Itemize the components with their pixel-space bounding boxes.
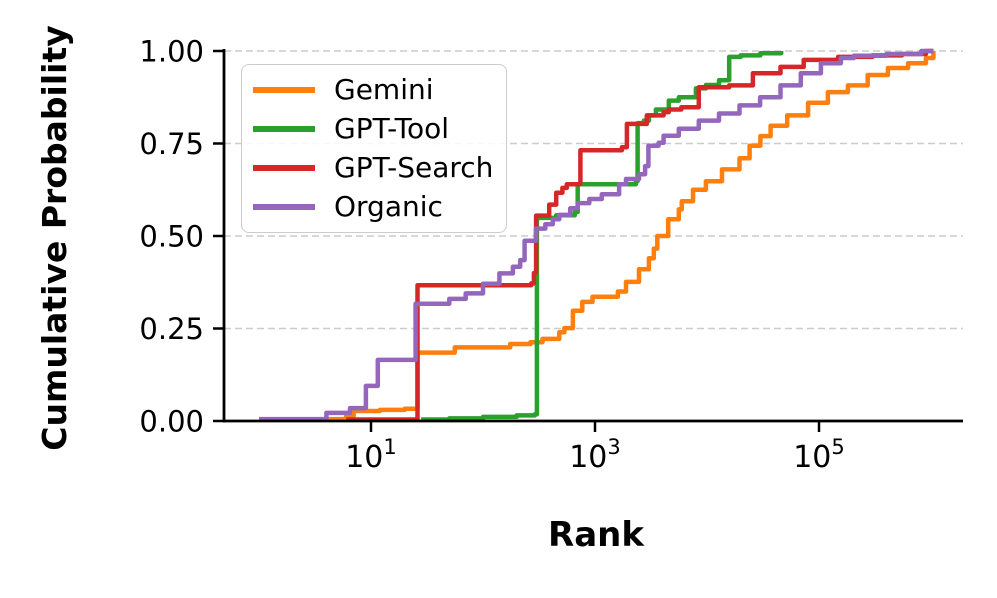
legend-item-gpt-search: GPT-Search — [253, 150, 506, 184]
legend-box: Gemini GPT-Tool GPT-Search Organic — [241, 64, 507, 233]
legend-line-swatch — [253, 203, 315, 210]
legend-item-gpt-tool: GPT-Tool — [253, 115, 506, 143]
legend-label: Gemini — [334, 73, 434, 107]
legend-label: GPT-Search — [334, 150, 494, 184]
legend-item-gemini: Gemini — [253, 76, 506, 104]
legend-label: GPT-Tool — [334, 112, 450, 146]
x-axis-label: Rank — [548, 515, 644, 555]
y-tick-label-0.25: 0.25 — [139, 312, 204, 346]
x-tick-label-10e3: 103 — [569, 435, 621, 475]
legend-line-swatch — [253, 126, 315, 133]
series-line-gpt-search — [346, 48, 934, 422]
y-tick-label-0.00: 0.00 — [139, 405, 204, 439]
y-tick-label-0.75: 0.75 — [139, 127, 204, 161]
legend-item-organic: Organic — [253, 189, 506, 223]
y-tick-label-1.00: 1.00 — [139, 35, 204, 69]
legend-line-swatch — [253, 164, 315, 171]
y-axis-label: Cumulative Probability — [35, 25, 74, 451]
series-line-organic — [259, 48, 934, 422]
x-tick-label-10e1: 101 — [345, 435, 397, 475]
legend-label: Organic — [334, 189, 443, 223]
y-tick-label-0.50: 0.50 — [139, 220, 204, 254]
x-tick-label-10e5: 105 — [793, 435, 845, 475]
legend-line-swatch — [253, 87, 315, 94]
series-line-gemini — [326, 51, 936, 422]
series-line-gpt-tool — [421, 50, 784, 422]
